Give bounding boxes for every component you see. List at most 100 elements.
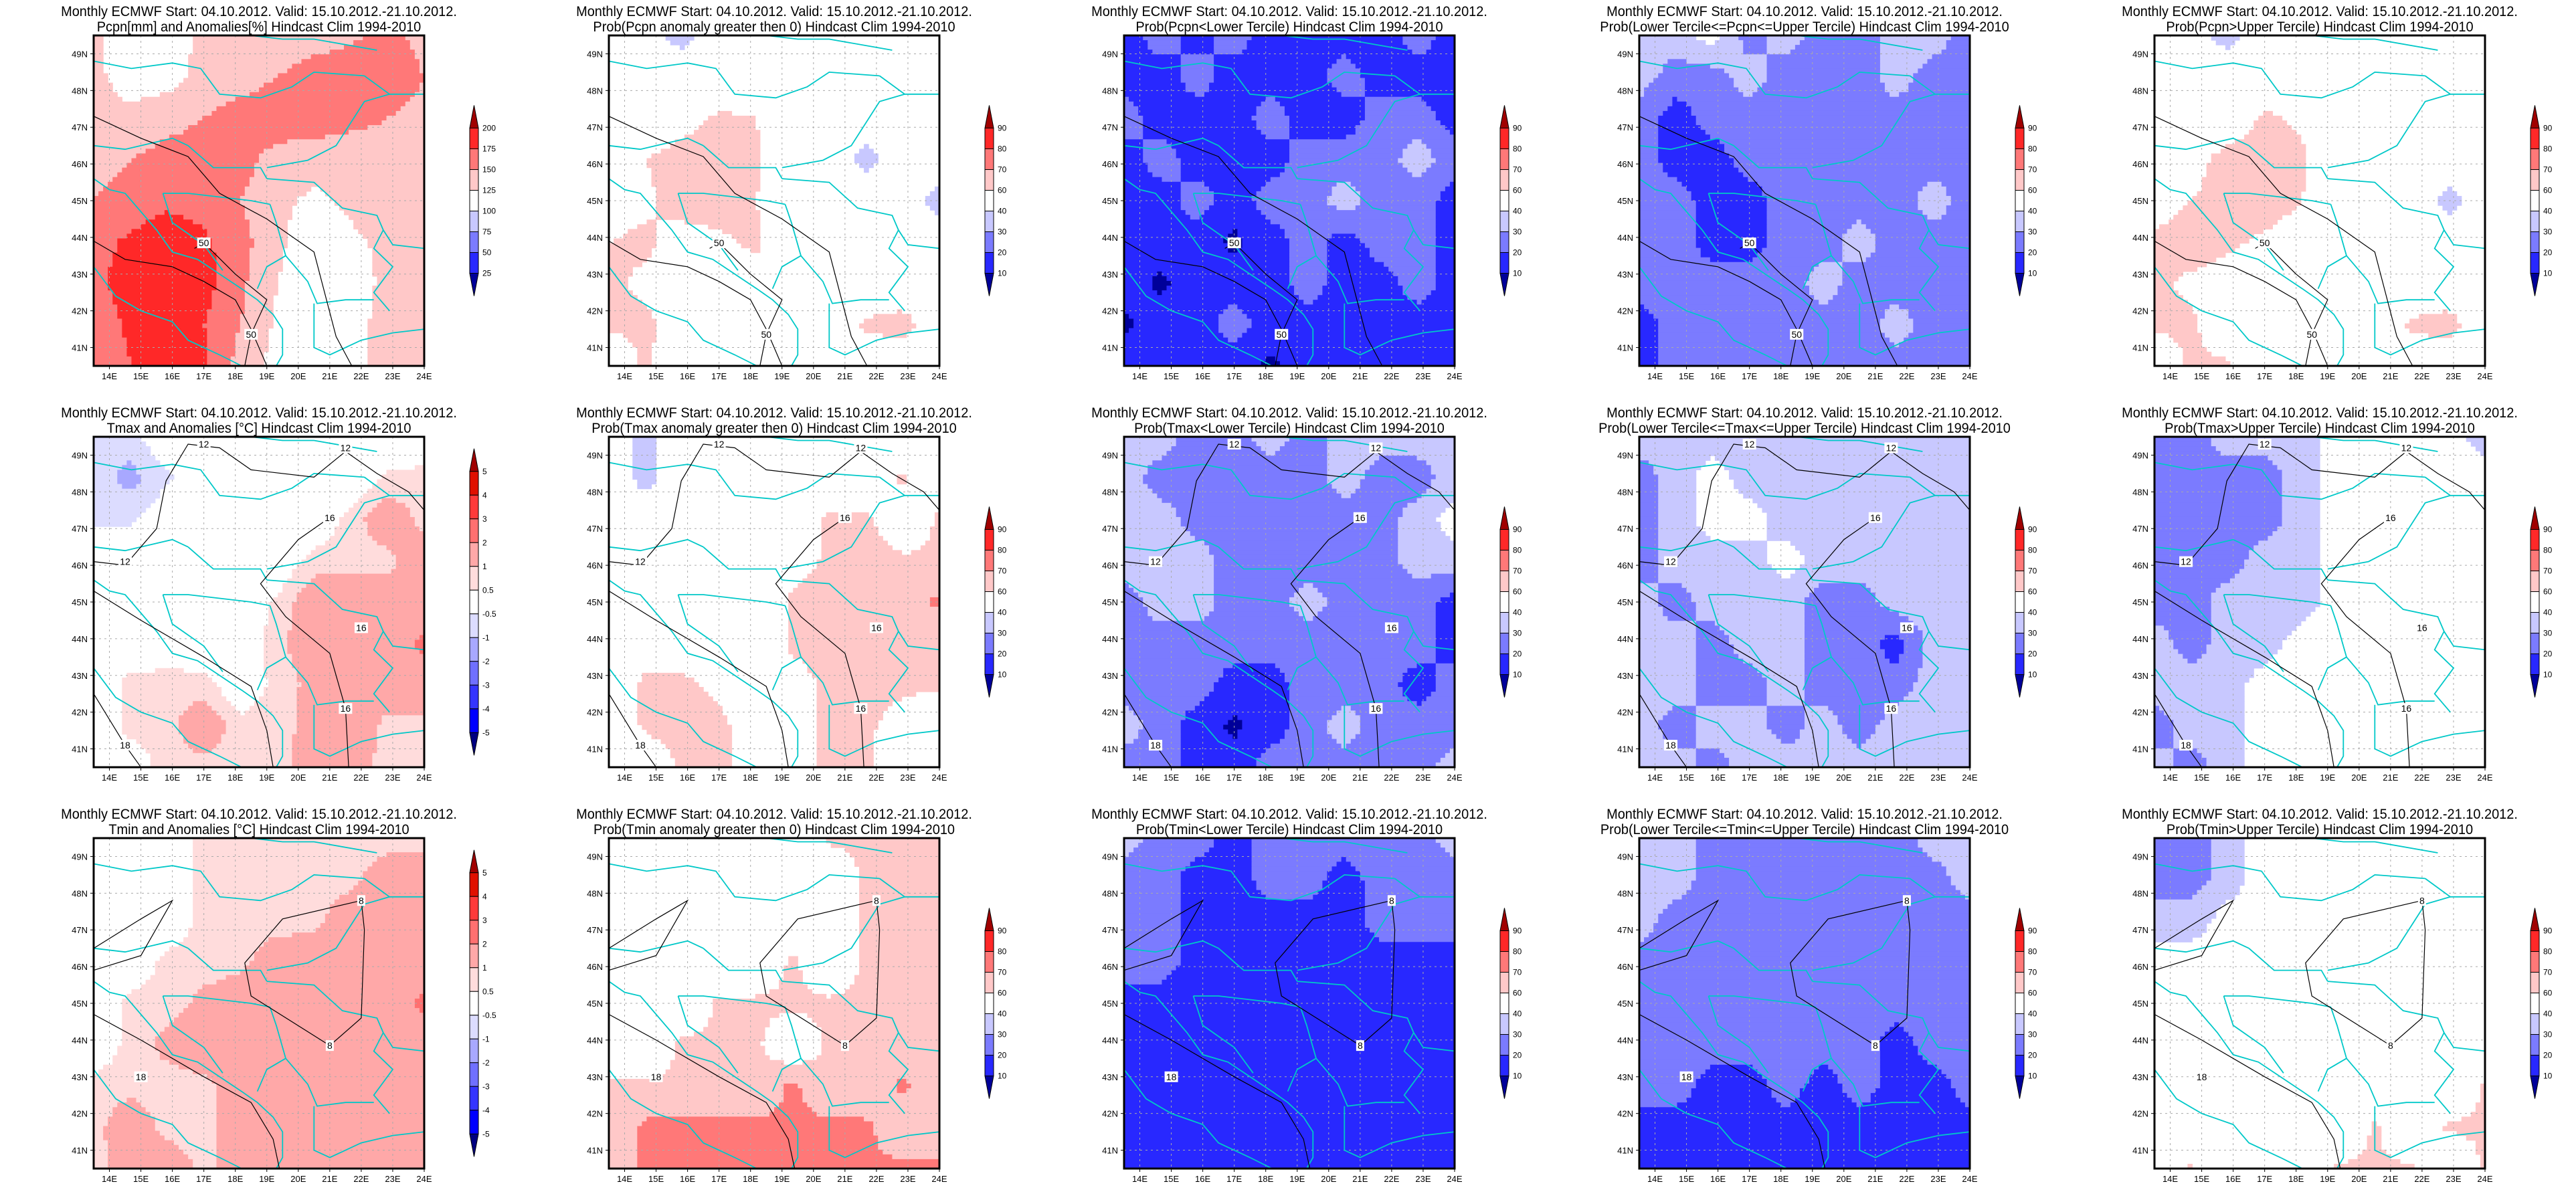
contour-label: 16 [2385, 512, 2396, 523]
field-cell [1147, 484, 1333, 490]
field-cell [1355, 488, 1427, 494]
field-cell [1435, 276, 1455, 282]
field-cell [1289, 271, 1328, 277]
field-cell [1176, 437, 1253, 442]
coastline-border [2223, 995, 2284, 1074]
field-cell [854, 153, 879, 159]
field-cell [1261, 890, 1318, 896]
field-cell [1124, 762, 1182, 768]
field-cell [1695, 215, 1768, 220]
field-cell [94, 106, 217, 112]
field-cell [1256, 106, 1285, 112]
field-cell [665, 743, 733, 749]
colorbar-label: 80 [2543, 144, 2553, 154]
field-cell [1242, 332, 1455, 338]
field-cell [2229, 578, 2320, 584]
field-cell [1639, 847, 1697, 853]
field-cell [1790, 49, 1881, 55]
field-cell [1284, 229, 1437, 234]
field-cell [1247, 40, 1403, 45]
field-cell [736, 238, 761, 244]
lon-tick-label: 19E [1289, 1174, 1305, 1184]
lat-tick-label: 41N [72, 1146, 88, 1156]
field-cell [1639, 639, 1697, 645]
field-cell [1639, 583, 1659, 589]
field-cell [1180, 956, 1455, 962]
field-cell [802, 1098, 940, 1103]
lat-tick-label: 48N [1102, 487, 1118, 497]
colorbar-box [469, 613, 479, 638]
field-cell [264, 663, 292, 669]
field-cell [1639, 677, 1697, 683]
contour-line [759, 900, 881, 1046]
field-cell [1124, 847, 1134, 853]
field-cell [292, 64, 420, 69]
colorbar-label: 90 [2028, 926, 2037, 936]
field-cell [94, 351, 127, 357]
field-cell [325, 540, 378, 546]
field-cell [1639, 300, 1819, 305]
field-cell [353, 219, 425, 225]
coastline-border [2425, 476, 2485, 496]
field-cell [1913, 1036, 1970, 1042]
field-cell [1180, 40, 1214, 45]
field-cell [2154, 243, 2240, 249]
title-line-2: Prob(Tmax>Upper Tercile) Hindcast Clim 1… [2165, 421, 2475, 436]
coastline-border [1812, 579, 1970, 651]
colorbar-box [469, 896, 479, 921]
colorbar-max-arrow [469, 448, 479, 472]
field-cell [1639, 516, 1659, 522]
field-cell [1157, 493, 1342, 499]
field-cell [1180, 961, 1455, 967]
field-cell [94, 441, 147, 447]
lon-tick-label: 14E [102, 371, 117, 381]
field-cell [1691, 1088, 1772, 1094]
colorbar-label: 60 [1513, 587, 1522, 597]
colorbar-label: 1 [482, 963, 487, 973]
field-cell [193, 40, 354, 45]
field-cell [221, 738, 292, 744]
field-cell [1695, 120, 1970, 126]
field-cell [2154, 314, 2198, 320]
colorbar-box [469, 967, 479, 992]
colorbar-label: -5 [482, 1129, 490, 1138]
colorbar-box [2015, 148, 2025, 170]
field-cell [244, 290, 278, 296]
field-cell [1639, 899, 1673, 905]
lon-tick-label: 22E [2414, 773, 2429, 783]
field-cell [1734, 82, 1763, 88]
field-cell [409, 40, 425, 45]
field-cell [122, 323, 203, 329]
contour-label-bg [1884, 442, 1898, 454]
field-cell [1805, 668, 1918, 674]
field-cell [1734, 479, 1970, 485]
field-cell [1658, 346, 1970, 353]
coastline-border [771, 204, 802, 290]
field-cell [188, 706, 213, 711]
lat-tick-label: 44N [72, 233, 88, 243]
field-cell [1369, 465, 1432, 470]
field-cell [1289, 252, 1328, 258]
field-cell [1884, 87, 1909, 93]
field-cell [193, 45, 345, 50]
field-cell [1913, 323, 1970, 329]
coastline-border [1315, 255, 1404, 304]
field-cell [1724, 465, 1970, 470]
field-cell [859, 894, 940, 900]
lat-tick-label: 44N [2132, 233, 2148, 243]
coastline-border [1639, 863, 1910, 902]
field-cell [117, 1102, 142, 1108]
field-cell [1124, 1041, 1455, 1047]
contour-label-bg [1868, 512, 1882, 523]
colorbar-label: 125 [482, 186, 496, 195]
coastline-border [2154, 981, 2344, 1169]
field-cell [367, 522, 416, 527]
field-cell [1780, 738, 1796, 744]
field-cell [1313, 300, 1418, 305]
field-cell [1724, 68, 1768, 74]
colorbar-max-arrow [2530, 105, 2540, 128]
field-cell [103, 1130, 161, 1136]
lon-tick-label: 21E [2383, 773, 2398, 783]
coastline-border [1812, 494, 1936, 570]
field-cell [1663, 908, 1970, 914]
